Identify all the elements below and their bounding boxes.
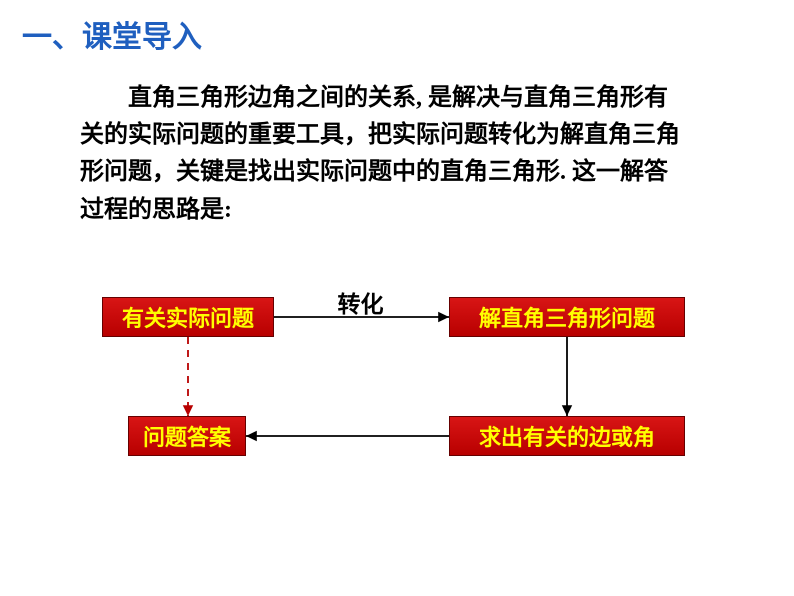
intro-paragraph: 直角三角形边角之间的关系, 是解决与直角三角形有关的实际问题的重要工具，把实际问…: [80, 80, 680, 229]
flow-node-n3: 问题答案: [128, 416, 246, 456]
flow-node-n1: 有关实际问题: [102, 297, 274, 337]
flow-node-n2: 解直角三角形问题: [449, 297, 685, 337]
section-title: 一、课堂导入: [22, 12, 202, 56]
flow-node-n4: 求出有关的边或角: [449, 416, 685, 456]
edge-label-0: 转化: [338, 285, 384, 319]
